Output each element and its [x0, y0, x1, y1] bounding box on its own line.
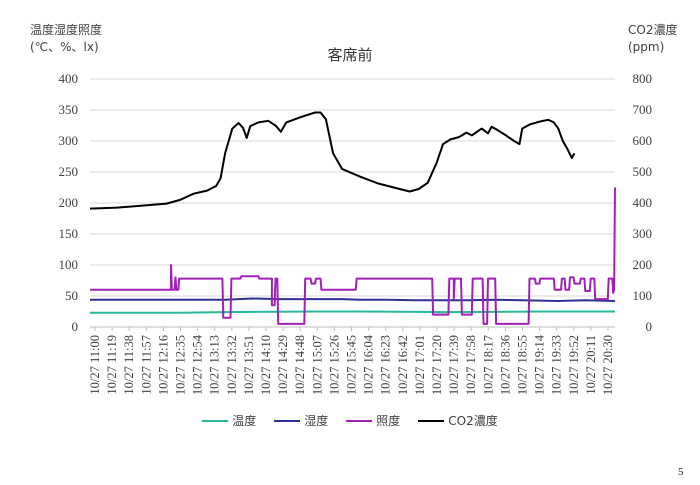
- x-tick-label: 10/27 14:29: [276, 335, 290, 395]
- x-tick-labels: 10/27 11:00 10/27 11:19 10/27 11:38 10/27 1…: [88, 327, 615, 395]
- x-tick-label: 10/27 17:39: [447, 335, 461, 395]
- x-tick-label: 10/27 18:17: [481, 335, 495, 395]
- y-right-tick-label: 800: [633, 71, 653, 86]
- x-tick-label: 10/27 15:07: [310, 335, 324, 395]
- y-left-tick-label: 150: [59, 226, 79, 241]
- x-tick-label: 10/27 17:01: [413, 335, 427, 395]
- y-right-tick-label: 600: [633, 133, 653, 148]
- series-layer: [89, 111, 616, 325]
- legend-item: 照度: [346, 412, 400, 429]
- legend-label: 湿度: [304, 414, 329, 428]
- legend: 温度 湿度 照度 CO2濃度: [0, 412, 700, 429]
- x-tick-label: 10/27 20:11: [584, 335, 598, 395]
- chart-title: 客席前: [327, 46, 373, 64]
- x-tick-label: 10/27 18:36: [498, 335, 512, 395]
- legend-label: 照度: [376, 414, 401, 428]
- y-left-tick-label: 350: [59, 102, 79, 117]
- x-tick-label: 10/27 15:26: [327, 335, 341, 395]
- legend-item: 湿度: [274, 412, 328, 429]
- x-tick-label: 10/27 11:00: [88, 335, 102, 395]
- y-left-tick-label: 300: [59, 133, 79, 148]
- legend-label: CO2濃度: [448, 414, 498, 428]
- x-tick-label: 10/27 11:19: [105, 335, 119, 395]
- y-left-tick-label: 200: [59, 195, 79, 210]
- x-tick-label: 10/27 12:54: [191, 334, 205, 395]
- legend-item: 温度: [202, 412, 256, 429]
- y-right-tick-label: 500: [633, 164, 653, 179]
- x-tick-label: 10/27 13:32: [225, 335, 239, 395]
- x-tick-label: 10/27 16:42: [396, 335, 410, 395]
- y-left-tick-label: 250: [59, 164, 79, 179]
- y-right-tick-label: 400: [633, 195, 653, 210]
- x-tick-label: 10/27 11:57: [139, 335, 153, 395]
- legend-swatch: [274, 419, 301, 422]
- series-line-temperature: [90, 310, 615, 314]
- y-left-tick-labels: 0 50 100 150 200 250 300 350 400: [59, 71, 79, 334]
- x-tick-label: 10/27 13:51: [242, 335, 256, 395]
- x-tick-label: 10/27 12:35: [174, 335, 188, 395]
- y-right-tick-label: 0: [646, 319, 653, 334]
- x-tick-label: 10/27 14:10: [259, 335, 273, 395]
- legend-label: 温度: [232, 414, 257, 428]
- x-tick-label: 10/27 13:13: [208, 335, 222, 395]
- x-tick-label: 10/27 18:55: [516, 335, 530, 395]
- x-tick-label: 10/27 14:48: [293, 335, 307, 395]
- y-right-tick-label: 100: [633, 288, 653, 303]
- right-axis-title-line1: CO2濃度: [628, 23, 678, 37]
- y-right-tick-labels: 0 100 200 300 400 500 600 700 800: [633, 71, 653, 334]
- x-tick-label: 10/27 17:58: [464, 335, 478, 395]
- x-tick-label: 10/27 19:33: [550, 335, 564, 395]
- x-tick-label: 10/27 12:16: [156, 335, 170, 395]
- x-tick-label: 10/27 16:04: [362, 334, 376, 395]
- left-axis-title-line1: 温度湿度照度: [30, 23, 103, 37]
- x-tick-label: 10/27 20:30: [601, 335, 615, 395]
- y-right-tick-label: 300: [633, 226, 653, 241]
- page-number: 5: [678, 466, 684, 478]
- legend-swatch: [346, 419, 373, 422]
- left-axis-title-line2: (℃、%、lx): [30, 40, 99, 54]
- x-tick-label: 10/27 19:52: [567, 335, 581, 395]
- right-axis-title: CO2濃度 (ppm): [628, 22, 677, 56]
- legend-swatch: [418, 419, 445, 422]
- y-right-tick-label: 700: [633, 102, 653, 117]
- left-axis-title: 温度湿度照度 (℃、%、lx): [30, 22, 102, 56]
- y-left-tick-label: 400: [59, 71, 79, 86]
- legend-swatch: [202, 419, 229, 422]
- y-left-tick-label: 50: [65, 288, 78, 303]
- y-left-tick-label: 100: [59, 257, 79, 272]
- series-line-illuminance: [90, 187, 616, 325]
- x-tick-label: 10/27 19:14: [533, 334, 547, 395]
- series-line-co2: [89, 111, 576, 210]
- y-left-tick-label: 0: [72, 319, 79, 334]
- right-axis-title-line2: (ppm): [628, 40, 665, 54]
- x-tick-label: 10/27 17:20: [430, 335, 444, 395]
- x-tick-label: 10/27 15:45: [345, 335, 359, 395]
- legend-item: CO2濃度: [418, 412, 498, 429]
- x-tick-label: 10/27 16:23: [379, 335, 393, 395]
- x-tick-label: 10/27 11:38: [122, 335, 136, 395]
- series-line-humidity: [90, 297, 616, 302]
- gridlines: [90, 78, 615, 328]
- y-right-tick-label: 200: [633, 257, 653, 272]
